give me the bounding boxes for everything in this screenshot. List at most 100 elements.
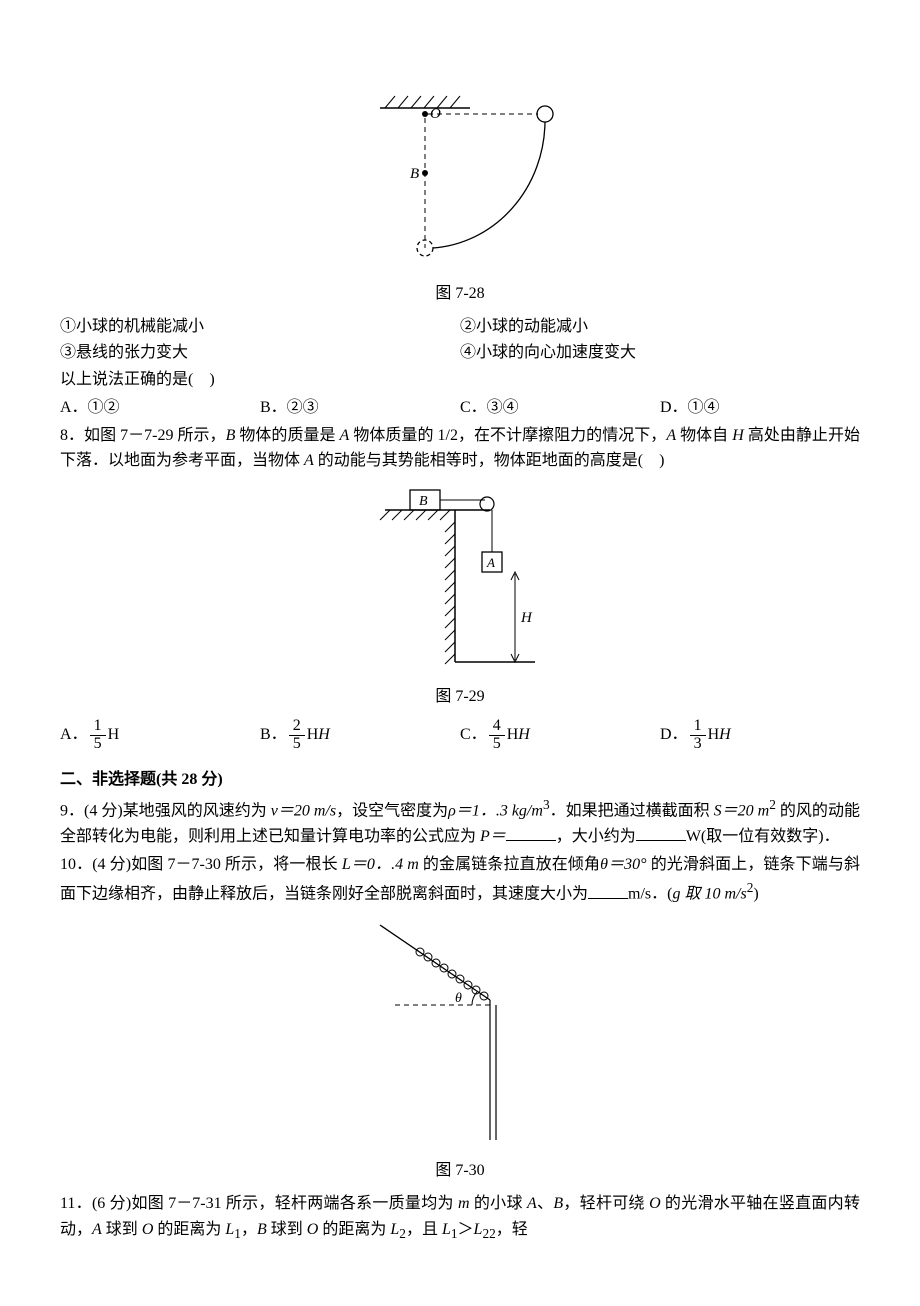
q7-opt-A: A．①② [60,395,260,421]
q7-opt-D: D．①④ [660,395,860,421]
q8-opt-C: C．45HH [460,718,660,753]
q11-c1: 、 [537,1195,554,1212]
q7-stmt-1: ①小球的机械能减小 [60,314,460,340]
q8-A3: A [304,452,314,469]
q8A-pre: A． [60,726,88,743]
q8-t3: 物体自 [676,427,732,444]
q11-B2: B [257,1221,267,1238]
q8-A2: A [666,427,676,444]
q11-t3: ，轻杆可绕 [563,1195,649,1212]
q8B-sa: H [307,726,319,743]
q11-t8: 球到 [267,1221,307,1238]
q8-A1: A [340,427,350,444]
figure-7-30-svg: θ [360,915,560,1145]
q8D-frac: 13 [690,718,706,753]
q11-t7: ， [241,1221,257,1238]
figure-7-29: B A H 图 7-29 [60,482,860,710]
figure-7-28-caption: 图 7-28 [60,281,860,307]
q11-A1: A [527,1195,537,1212]
q7-statements-row2: ③悬线的张力变大 ④小球的向心加速度变大 [60,340,860,366]
q8C-den: 5 [489,736,505,753]
q9-blank-2 [636,824,686,841]
q10-g: g 取 10 m/s [672,886,746,903]
q11-s22: 22 [482,1226,495,1241]
q8C-sb: H [518,726,530,743]
q9-veq: v＝20 m/s [271,802,336,819]
q8C-num: 4 [489,718,505,736]
q8C-pre: C． [460,726,487,743]
q11-t11: ，轻 [496,1221,528,1238]
q11-O3: O [307,1221,319,1238]
q10-unit: m/s．( [628,886,672,903]
q9-1a: 9．(4 分)某地强风的风速约为 [60,802,271,819]
q8D-pre: D． [660,726,688,743]
q7-opt-C: C．③④ [460,395,660,421]
q10-Leq: L＝0．.4 m [342,856,419,873]
q7-opt-B: B．②③ [260,395,460,421]
q8A-den: 5 [90,736,106,753]
q8-text: 8．如图 7－7-29 所示，B 物体的质量是 A 物体质量的 1/2，在不计摩… [60,423,860,474]
figure-7-30: θ 图 7-30 [60,915,860,1183]
q10-1a: 10．(4 分)如图 7－7-30 所示，将一根长 [60,856,342,873]
q9-1b: ，设空气密度为 [336,802,448,819]
svg-text:A: A [486,555,495,570]
q8-t0: 8．如图 7－7-29 所示， [60,427,226,444]
q8B-sb: H [318,726,330,743]
q9-rho: ρ＝1．.3 kg/m [448,802,543,819]
q11-t10: ，且 [406,1221,442,1238]
q8-H1: H [732,427,744,444]
q9-text: 9．(4 分)某地强风的风速约为 v＝20 m/s，设空气密度为ρ＝1．.3 k… [60,794,860,850]
q11-t5: 球到 [102,1221,142,1238]
q7-stmt-2: ②小球的动能减小 [460,314,860,340]
q8-opt-D: D．13HH [660,718,860,753]
q11-s1b: 1 [451,1226,458,1241]
q11-t2: 的小球 [470,1195,527,1212]
q8D-sa: H [708,726,720,743]
q11-L1b: L [442,1221,451,1238]
q8A-frac: 15 [90,718,106,753]
q11-L1: L [225,1221,234,1238]
q9-seq: S＝20 m [714,802,770,819]
q8-t5: 的动能与其势能相等时，物体距地面的高度是( ) [314,452,665,469]
q8C-frac: 45 [489,718,505,753]
q10-tail: ) [753,886,758,903]
figure-7-28-svg: O B [350,88,570,268]
q9-sq: 2 [769,797,776,812]
q11-s2: 2 [399,1226,406,1241]
q9-2b: W(取一位有效数字)． [686,828,840,845]
q7-prompt: 以上说法正确的是( ) [60,367,860,393]
q11-m: m [458,1195,470,1212]
q7-stmt-4: ④小球的向心加速度变大 [460,340,860,366]
q11-text: 11．(6 分)如图 7－7-31 所示，轻杆两端各系一质量均为 m 的小球 A… [60,1191,860,1244]
q11-O2: O [142,1221,154,1238]
q8D-num: 1 [690,718,706,736]
q7-stmt-3: ③悬线的张力变大 [60,340,460,366]
q8-B1: B [226,427,236,444]
q8B-pre: B． [260,726,287,743]
q8-t1: 物体的质量是 [235,427,339,444]
figure-7-30-caption: 图 7-30 [60,1158,860,1184]
svg-text:H: H [520,610,533,626]
q8A-num: 1 [90,718,106,736]
q10-th: θ＝30° [600,856,646,873]
q11-t9: 的距离为 [318,1221,390,1238]
q11-B1: B [553,1195,563,1212]
q8D-sb: H [719,726,731,743]
q8C-sa: H [507,726,519,743]
q11-gt: ＞ [458,1221,474,1238]
q7-options: A．①② B．②③ C．③④ D．①④ [60,395,860,421]
q11-A2: A [92,1221,102,1238]
q8D-den: 3 [690,736,706,753]
section-2-title: 二、非选择题(共 28 分) [60,767,860,793]
q8-options: A．15H B．25HH C．45HH D．13HH [60,718,860,753]
q8B-frac: 25 [289,718,305,753]
q8-t2: 物体质量的 1/2，在不计摩擦阻力的情况下， [349,427,666,444]
q11-O1: O [649,1195,661,1212]
q9-blank-1 [506,824,556,841]
q8B-den: 5 [289,736,305,753]
q9-cube: 3 [543,797,550,812]
q8-opt-B: B．25HH [260,718,460,753]
q10-blank [588,882,628,899]
q7-statements-row1: ①小球的机械能减小 ②小球的动能减小 [60,314,860,340]
q11-t6: 的距离为 [153,1221,225,1238]
